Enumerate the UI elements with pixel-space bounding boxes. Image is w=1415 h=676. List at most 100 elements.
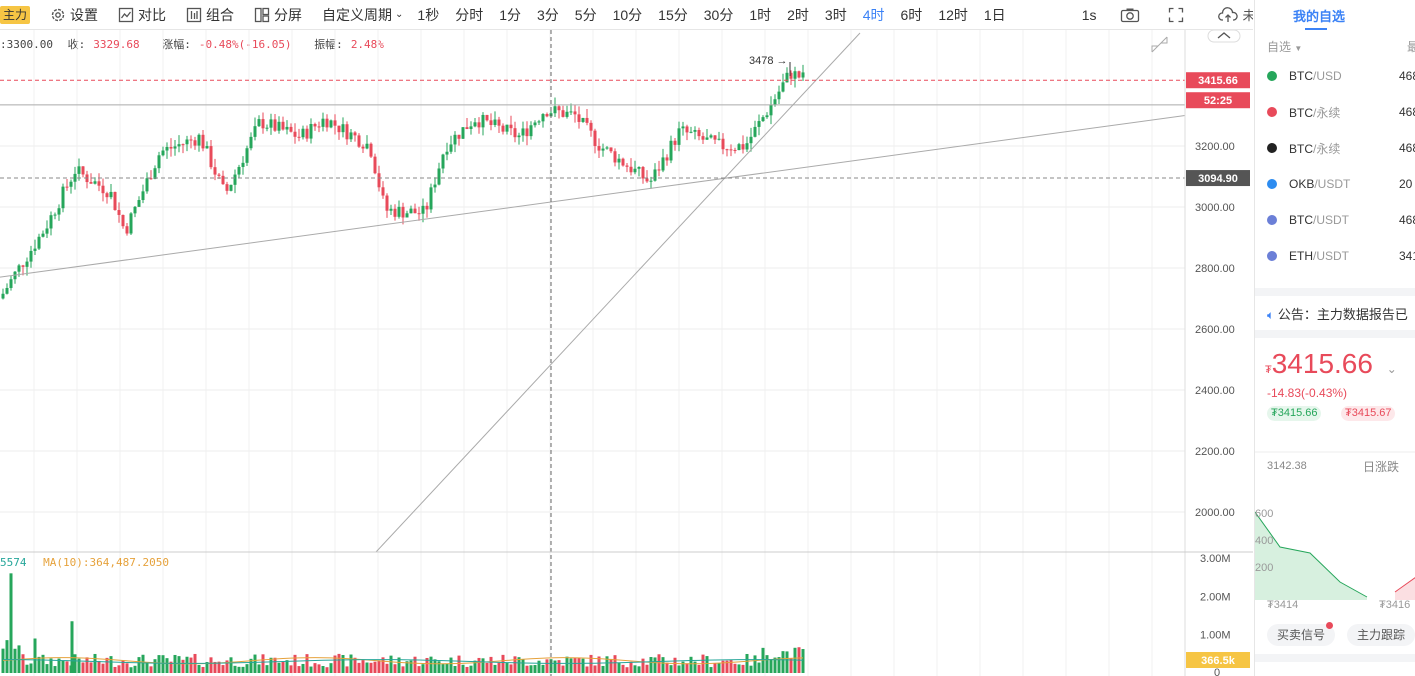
- period-8[interactable]: 1时: [749, 6, 772, 23]
- candle-body: [185, 139, 189, 145]
- candlestick-chart[interactable]: 3478 → 3200.00 3000.00 2800.00 2600.00 2400.…: [0, 30, 1253, 676]
- volume-bar: [577, 657, 581, 673]
- watchlist-item[interactable]: BTC/USD4681: [1267, 66, 1415, 86]
- volume-bar: [373, 661, 377, 673]
- volume-bar: [381, 657, 385, 673]
- watchlist-item[interactable]: BTC/永续468: [1267, 102, 1415, 122]
- candle-body: [245, 148, 249, 163]
- volume-bar: [693, 661, 697, 673]
- period-14[interactable]: 1日: [983, 6, 1006, 23]
- fullscreen-button[interactable]: [1162, 0, 1194, 29]
- watchlist-item[interactable]: BTC/永续4685: [1267, 138, 1415, 158]
- volume-bar: [553, 660, 557, 673]
- candle-body: [617, 158, 621, 163]
- chart-toolbar: 主力 设置 对比 组合 分屏 自定义周期 ⌄ 1秒 分时 1分 3分 5分 10分 15分 3…: [0, 0, 1253, 30]
- interval-button[interactable]: 1s: [1076, 0, 1103, 29]
- volume-bar: [777, 657, 781, 673]
- watchlist-item[interactable]: OKB/USDT 20: [1267, 174, 1415, 194]
- volume-bar: [97, 660, 101, 673]
- volume-bar: [317, 664, 321, 673]
- coin-icon: [1267, 71, 1277, 81]
- period-7[interactable]: 30分: [703, 6, 734, 23]
- period-13[interactable]: 12时: [938, 6, 968, 23]
- period-2[interactable]: 1分: [499, 6, 521, 23]
- period-1[interactable]: 分时: [455, 6, 484, 23]
- open-value: :3300.00: [0, 38, 53, 51]
- candle-body: [65, 186, 69, 188]
- period-3[interactable]: 3分: [537, 6, 559, 23]
- price-axis-label: 2200.00: [1195, 446, 1235, 458]
- watchlist-header[interactable]: 自选 ▼ 最: [1267, 38, 1415, 55]
- volume-ma-value: MA(10):364,487.2050: [43, 556, 169, 569]
- volume-bar: [277, 662, 281, 673]
- watchlist-tab[interactable]: 我的自选: [1255, 0, 1415, 34]
- compare-button[interactable]: 对比: [112, 0, 172, 29]
- period-5[interactable]: 10分: [612, 6, 643, 23]
- collapse-icon[interactable]: [1207, 30, 1241, 43]
- candle-body: [89, 182, 93, 184]
- layout-name-dropdown[interactable]: 未命名 ⌄: [1212, 0, 1253, 29]
- candle-body: [789, 72, 793, 79]
- volume-bar: [505, 663, 509, 673]
- trade-signal-button[interactable]: 买卖信号: [1267, 622, 1336, 646]
- volume-bar: [45, 664, 49, 673]
- candle-body: [297, 136, 301, 138]
- volume-bar: [377, 660, 381, 673]
- volume-bar: [37, 656, 41, 673]
- split-screen-button[interactable]: 分屏: [248, 0, 308, 29]
- volume-bar: [117, 665, 121, 673]
- period-12[interactable]: 6时: [900, 6, 923, 23]
- candle-body: [93, 181, 97, 184]
- combine-button[interactable]: 组合: [180, 0, 240, 29]
- camera-icon: [1120, 7, 1140, 23]
- candle-body: [213, 167, 217, 175]
- screenshot-button[interactable]: [1114, 0, 1150, 29]
- candle-body: [529, 125, 533, 137]
- candle-body: [237, 166, 241, 175]
- notice-bar[interactable]: 🔈︎ 公告：主力数据报告已: [1267, 304, 1408, 323]
- period-6[interactable]: 15分: [658, 6, 688, 23]
- watchlist-head-label: 自选: [1267, 40, 1292, 54]
- price-currency-symbol: ₮: [1265, 364, 1272, 376]
- candle-body: [21, 265, 25, 267]
- volume-bar: [269, 657, 273, 673]
- volume-bar: [781, 651, 785, 673]
- volume-bar: [481, 658, 485, 673]
- candle-body: [337, 125, 341, 133]
- volume-bar: [189, 657, 193, 673]
- volume-bar: [253, 654, 257, 673]
- volume-bar: [169, 661, 173, 673]
- chevron-down-icon[interactable]: ⌄: [1386, 362, 1397, 376]
- watchlist-item[interactable]: ETH/USDT341: [1267, 246, 1415, 266]
- period-0[interactable]: 1秒: [417, 6, 440, 23]
- period-11[interactable]: 4时: [862, 6, 885, 23]
- candle-body: [277, 121, 281, 131]
- volume-bar: [605, 656, 609, 673]
- candle-body: [73, 173, 77, 182]
- candle-body: [305, 128, 309, 139]
- close-label: 收:: [67, 38, 86, 51]
- main-force-badge[interactable]: 主力: [0, 5, 31, 24]
- volume-bar: [9, 573, 13, 673]
- custom-period-dropdown[interactable]: 自定义周期 ⌄: [316, 0, 409, 29]
- candle-body: [177, 144, 181, 147]
- volume-bar: [433, 659, 437, 673]
- volume-bar: [181, 659, 185, 673]
- main-force-track-button[interactable]: 主力跟踪: [1347, 624, 1415, 646]
- volume-bar: [141, 654, 145, 673]
- pair-price: 341: [1399, 249, 1415, 263]
- candle-body: [77, 166, 81, 174]
- ask-price-pill: ₮3415.67: [1341, 406, 1396, 421]
- settings-button[interactable]: 设置: [44, 0, 104, 29]
- period-10[interactable]: 3时: [824, 6, 847, 23]
- pair-base: BTC: [1289, 213, 1313, 227]
- volume-bar: [729, 659, 733, 673]
- volume-bar: [153, 659, 157, 673]
- candle-body: [425, 205, 429, 210]
- expand-icon[interactable]: [1151, 36, 1168, 53]
- candle-info-bar: :3300.00 收: 3329.68 涨幅: -0.48%(-16.05) 振幅:…: [0, 36, 400, 52]
- period-9[interactable]: 2时: [787, 6, 809, 23]
- period-4[interactable]: 5分: [574, 6, 597, 23]
- candle-body: [225, 184, 229, 191]
- watchlist-item[interactable]: BTC/USDT4680: [1267, 210, 1415, 230]
